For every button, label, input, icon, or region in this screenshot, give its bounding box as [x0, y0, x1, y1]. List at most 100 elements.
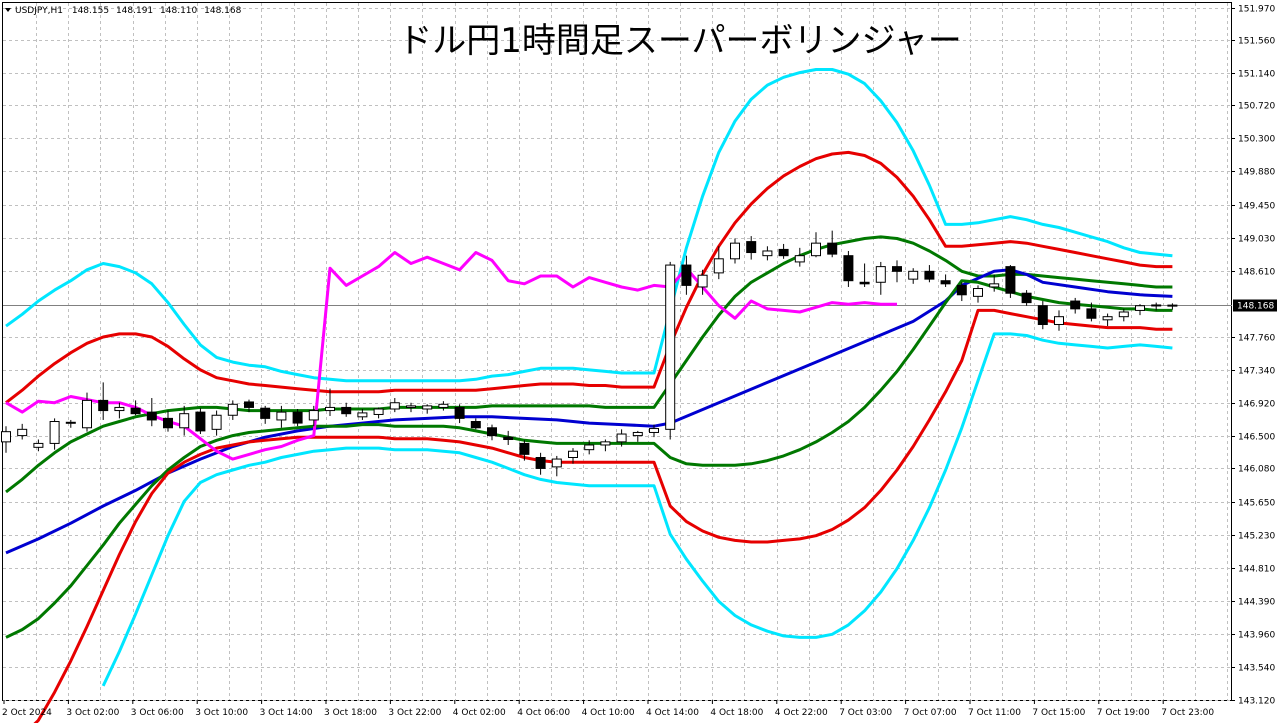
- y-tick-label: 151.560: [1238, 37, 1275, 47]
- symbol-name: USDJPY,H1: [15, 6, 63, 16]
- candle-body: [422, 405, 433, 410]
- band-line: [101, 332, 1173, 687]
- x-tick-label: 7 Oct 03:00: [839, 708, 892, 718]
- candle-body: [940, 280, 951, 285]
- candle-body: [503, 436, 514, 441]
- candle-body: [17, 428, 28, 437]
- x-tick-label: 4 Oct 10:00: [582, 708, 635, 718]
- candle: [1151, 302, 1162, 311]
- candle-body: [1135, 305, 1145, 311]
- candle-body: [924, 270, 935, 280]
- y-tick-label: 145.230: [1238, 532, 1275, 542]
- candle-body: [308, 410, 319, 421]
- candle: [713, 246, 724, 280]
- candle: [762, 246, 773, 261]
- candle: [422, 404, 433, 414]
- candle-body: [551, 458, 562, 468]
- axis-labels: 151.970 151.560 151.140 150.720 150.300 149.8…: [2, 5, 1275, 719]
- y-tick-label: 151.970: [1238, 5, 1275, 15]
- candle-body: [292, 411, 303, 424]
- candle: [989, 274, 1000, 292]
- candle-body: [179, 413, 190, 429]
- candle: [276, 405, 287, 428]
- y-tick-label: 149.450: [1238, 202, 1275, 212]
- candle: [1021, 290, 1032, 306]
- candle: [211, 410, 222, 436]
- candle-body: [325, 406, 335, 412]
- candle-body: [276, 411, 287, 421]
- candle-body: [49, 421, 60, 444]
- y-tick-label: 151.140: [1238, 70, 1275, 80]
- candle-body: [1070, 300, 1081, 310]
- candle: [616, 429, 627, 447]
- candle: [1167, 303, 1178, 310]
- candle-body: [130, 407, 141, 415]
- candle-body: [487, 427, 497, 437]
- candle-body: [535, 456, 546, 469]
- y-tick-label: 147.760: [1238, 334, 1275, 344]
- candle: [179, 405, 190, 436]
- candle-body: [632, 431, 643, 437]
- x-tick-label: 2 Oct 2024: [2, 708, 52, 718]
- close-value: 148.168: [204, 6, 241, 16]
- candle: [584, 440, 595, 455]
- candle-body: [568, 450, 578, 458]
- x-tick-label: 4 Oct 18:00: [710, 708, 763, 718]
- candle-body: [730, 242, 740, 260]
- candle: [114, 402, 125, 419]
- candle-body: [357, 412, 368, 418]
- candle-body: [519, 442, 530, 455]
- candle-body: [843, 255, 854, 282]
- chart-title: ドル円1時間足スーパーボリンジャー: [398, 21, 962, 61]
- candle: [325, 388, 335, 417]
- candle: [632, 430, 643, 442]
- band-line: [5, 235, 1173, 494]
- candle: [292, 408, 303, 427]
- candle: [1070, 297, 1081, 314]
- candle-body: [470, 421, 481, 429]
- candle-body: [163, 417, 173, 429]
- candle: [924, 265, 935, 283]
- candle-body: [989, 283, 1000, 288]
- svg-text:USDJPY,H1 148.155: USDJPY,H1 148.155 148.191 148.110 148.16…: [15, 6, 242, 16]
- low-value: 148.110: [160, 6, 197, 16]
- candle-body: [746, 241, 757, 254]
- candle: [843, 250, 854, 287]
- candle-body: [713, 258, 724, 274]
- candle: [1005, 265, 1016, 298]
- candle-body: [341, 406, 352, 415]
- y-tick-label: 148.610: [1238, 268, 1275, 278]
- chevron-down-icon[interactable]: [5, 8, 11, 12]
- candle: [973, 285, 983, 303]
- y-tick-label: 150.300: [1238, 135, 1275, 145]
- candle-body: [1, 431, 11, 443]
- y-tick-label: 144.810: [1238, 565, 1275, 575]
- candle-body: [454, 406, 465, 419]
- candle-body: [875, 266, 886, 283]
- candle: [746, 236, 757, 260]
- candle: [519, 440, 530, 461]
- x-tick-label: 7 Oct 19:00: [1097, 708, 1150, 718]
- candle: [859, 263, 870, 287]
- candle: [892, 260, 902, 283]
- candle: [551, 455, 562, 477]
- candle-body: [65, 421, 76, 424]
- y-tick-label: 144.390: [1238, 598, 1275, 608]
- candle-body: [811, 242, 821, 257]
- candle-body: [827, 242, 838, 255]
- candle: [1037, 301, 1048, 330]
- candle: [730, 238, 740, 264]
- y-tick-label: 143.960: [1238, 631, 1275, 641]
- high-value: 148.191: [116, 6, 153, 16]
- candle: [600, 439, 611, 452]
- candle-body: [665, 264, 676, 430]
- candle-body: [33, 442, 44, 448]
- candle: [341, 402, 352, 417]
- candle-body: [389, 402, 400, 410]
- candle-body: [1037, 305, 1048, 326]
- candle-body: [859, 281, 870, 285]
- candle-body: [908, 270, 919, 280]
- candle: [535, 452, 546, 475]
